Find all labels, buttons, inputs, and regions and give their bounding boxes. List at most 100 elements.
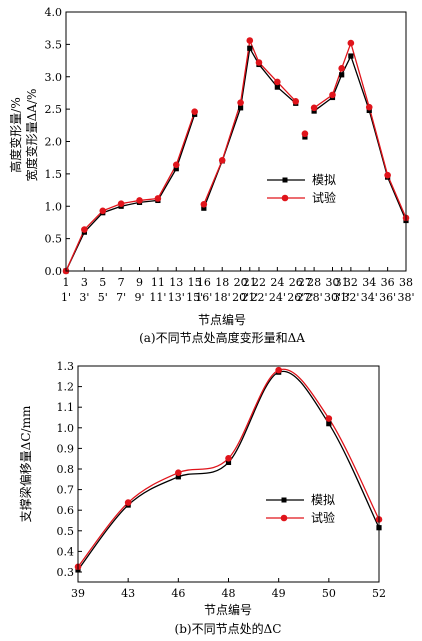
y-tick-label: 0.3 xyxy=(57,566,75,579)
x-tick-label-prime: 31' xyxy=(333,291,350,304)
x-tick-label: 31 xyxy=(335,276,349,289)
data-point-exp xyxy=(274,78,281,86)
chart-a-ylabel-line-1: 高度变形量/% xyxy=(8,97,23,172)
data-point-exp xyxy=(117,200,125,207)
x-tick-label-prime: 34' xyxy=(361,291,378,304)
chart-b-series xyxy=(74,366,383,573)
x-tick-label-prime: 1' xyxy=(61,291,71,304)
x-tick-label-prime: 22' xyxy=(250,291,267,304)
x-tick-label: 22 xyxy=(252,276,266,289)
data-point-exp xyxy=(218,156,226,164)
data-point-exp xyxy=(172,161,180,169)
data-point-sim xyxy=(201,205,207,211)
data-point-exp xyxy=(365,103,373,111)
y-tick-label: 1.0 xyxy=(45,200,63,213)
x-tick-label: 49 xyxy=(272,587,286,600)
x-tick-label: 13 xyxy=(169,276,183,289)
legend-exp-marker xyxy=(281,194,289,202)
x-tick-label-prime: 13' xyxy=(168,291,185,304)
x-tick-label: 30 xyxy=(325,276,339,289)
chart-b-plot-frame xyxy=(77,365,380,583)
chart-a-xlabel: 节点编号 xyxy=(198,312,246,327)
data-point-exp xyxy=(310,104,318,112)
x-tick-label: 43 xyxy=(121,587,135,600)
x-tick-label: 7 xyxy=(118,276,125,289)
data-point-sim xyxy=(247,45,253,51)
x-tick-label-prime: 36' xyxy=(379,291,396,304)
data-point-exp xyxy=(301,130,309,138)
y-tick-label: 1.0 xyxy=(57,422,75,435)
y-tick-label: 3.5 xyxy=(45,38,63,51)
x-tick-label-prime: 15' xyxy=(186,291,203,304)
legend-exp-marker xyxy=(280,514,288,522)
y-tick-label: 4.0 xyxy=(45,6,63,19)
x-tick-label: 15 xyxy=(188,276,202,289)
chart-b-xlabel: 节点编号 xyxy=(204,602,252,617)
data-point-exp xyxy=(329,91,336,99)
legend-sim-label: 模拟 xyxy=(311,493,335,507)
data-point-exp xyxy=(175,469,182,477)
y-tick-label: 0.5 xyxy=(45,233,63,246)
chart-a: 0.00.51.01.52.02.53.03.54.0 11'33'55'77'… xyxy=(8,6,415,345)
data-point-exp xyxy=(81,226,88,233)
legend-sim-marker xyxy=(282,177,288,183)
x-tick-label-prime: 21' xyxy=(241,291,258,304)
data-point-exp xyxy=(154,195,162,202)
chart-a-y-ticks: 0.0 0.5 1.0 1.5 2.0 2.5 3.0 3.5 4.0 xyxy=(45,6,70,278)
y-tick-label: 0.4 xyxy=(57,545,75,558)
legend-sim-label: 模拟 xyxy=(312,173,336,187)
data-point-exp xyxy=(384,171,391,179)
legend-sim-marker xyxy=(281,497,287,503)
data-point-sim xyxy=(237,105,244,111)
series-line-exp xyxy=(65,111,196,272)
data-point-exp xyxy=(136,197,143,204)
x-tick-label-prime: 9' xyxy=(134,291,144,304)
x-tick-label-prime: 24' xyxy=(269,291,286,304)
data-point-exp xyxy=(200,201,208,208)
data-point-sim xyxy=(274,84,280,90)
data-point-sim xyxy=(326,421,332,427)
chart-b-x-ticks: 39 43 46 48 49 50 52 xyxy=(71,578,386,600)
legend-exp-label: 试验 xyxy=(312,190,336,205)
data-point-sim xyxy=(225,459,232,466)
data-point-exp xyxy=(191,108,198,116)
data-point-exp xyxy=(237,99,244,106)
chart-b-y-ticks: 0.3 0.4 0.5 0.6 0.7 0.8 0.9 1.0 1.1 1.2 1.3 xyxy=(57,360,82,579)
y-tick-label: 1.3 xyxy=(57,360,75,373)
chart-b-ylabel: 支撑梁偏移量ΔC/mm xyxy=(18,405,33,522)
data-point-exp xyxy=(225,454,232,462)
chart-b-caption: (b)不同节点处的ΔC xyxy=(175,621,282,636)
y-tick-label: 0.9 xyxy=(57,442,75,455)
data-point-sim xyxy=(173,166,179,172)
data-point-exp xyxy=(246,37,254,44)
data-point-exp xyxy=(338,65,345,72)
data-point-exp xyxy=(347,39,355,47)
x-tick-label: 28 xyxy=(307,276,321,289)
x-tick-label: 3 xyxy=(81,276,88,289)
legend-exp-label: 试验 xyxy=(311,510,335,525)
data-point-exp xyxy=(275,366,282,374)
x-tick-label: 34 xyxy=(362,276,376,289)
y-tick-label: 1.1 xyxy=(57,401,75,414)
x-tick-label: 5 xyxy=(99,276,106,289)
x-tick-label: 16 xyxy=(197,276,211,289)
y-tick-label: 0.8 xyxy=(57,463,75,476)
data-point-exp xyxy=(325,415,333,422)
x-tick-label: 39 xyxy=(71,587,85,600)
x-tick-label-prime: 3' xyxy=(79,291,89,304)
x-tick-label: 9 xyxy=(136,276,143,289)
x-tick-label: 50 xyxy=(322,587,336,600)
x-tick-label-prime: 32' xyxy=(342,291,359,304)
y-tick-label: 1.5 xyxy=(45,168,63,181)
x-tick-label: 11 xyxy=(151,276,165,289)
x-tick-label: 1 xyxy=(63,276,70,289)
chart-a-caption: (a)不同节点处高度变形量和ΔA xyxy=(139,330,305,345)
chart-a-ylabel-line-2: 宽度变形量ΔA/% xyxy=(24,89,39,182)
x-tick-label: 38 xyxy=(399,276,413,289)
y-tick-label: 0.6 xyxy=(57,504,75,517)
x-tick-label: 52 xyxy=(372,587,386,600)
series-line-sim xyxy=(65,114,196,272)
x-tick-label: 26 xyxy=(289,276,303,289)
chart-a-legend: 模拟 试验 xyxy=(267,173,336,205)
x-tick-label-prime: 28' xyxy=(306,291,323,304)
